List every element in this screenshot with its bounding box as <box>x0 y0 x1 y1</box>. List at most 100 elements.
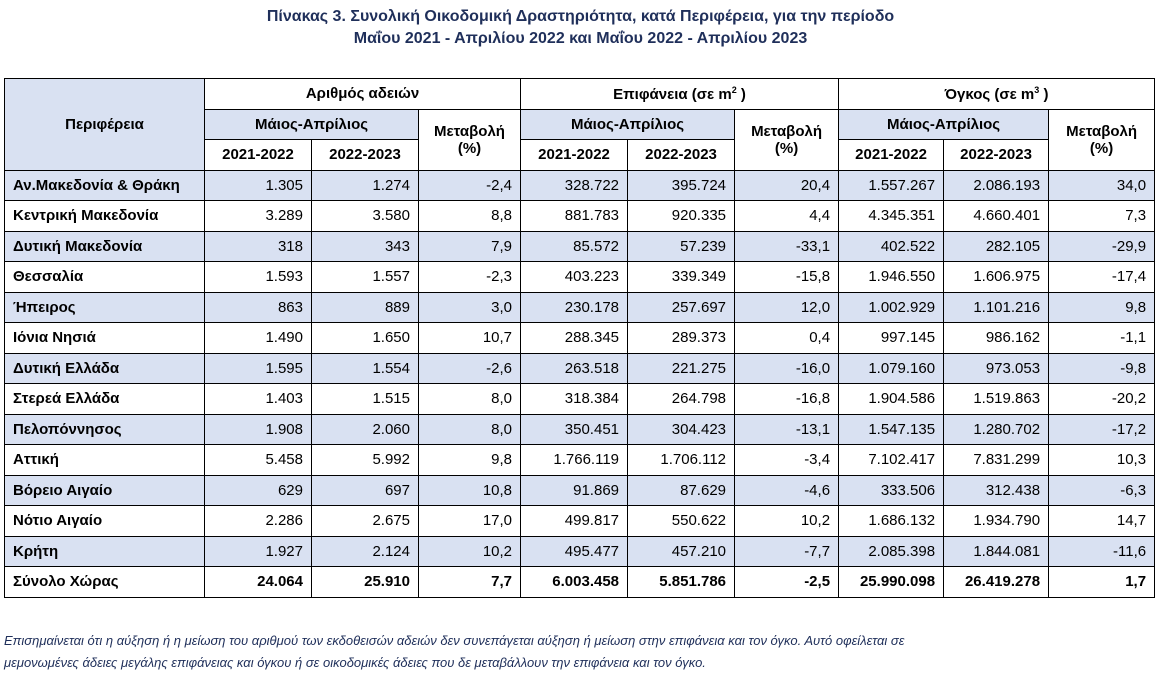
value-cell: -15,8 <box>734 261 840 293</box>
group-header-area: Επιφάνεια (σε m2 ) <box>520 78 840 110</box>
value-cell: -9,8 <box>1048 352 1156 384</box>
value-cell: 343 <box>311 230 419 262</box>
region-name: Αν.Μακεδονία & Θράκη <box>4 169 205 201</box>
value-cell: 1.557 <box>311 261 419 293</box>
change-header-volume: Μεταβολή (%) <box>1048 108 1156 171</box>
total-value-cell: 25.990.098 <box>838 566 945 598</box>
total-row: Σύνολο Χώρας 24.064 25.910 7,7 6.003.458 5.85… <box>4 566 1156 598</box>
value-cell: 4.660.401 <box>943 200 1050 232</box>
value-cell: 1.515 <box>311 383 419 415</box>
value-cell: 1.490 <box>204 322 312 354</box>
value-cell: 3,0 <box>417 291 522 323</box>
value-cell: 91.869 <box>520 474 629 506</box>
table-row: Στερεά Ελλάδα 1.403 1.515 8,0 318.384 264.798… <box>4 383 1156 415</box>
value-cell: 264.798 <box>627 383 736 415</box>
value-cell: 339.349 <box>627 261 736 293</box>
change-header-volume-line2: (%) <box>1089 139 1114 157</box>
value-cell: 230.178 <box>520 291 629 323</box>
value-cell: 5.992 <box>311 444 419 476</box>
table-row: Κρήτη 1.927 2.124 10,2 495.477 457.210 -7,7 2.0… <box>4 535 1156 567</box>
value-cell: 1.946.550 <box>838 261 945 293</box>
value-cell: 9,8 <box>1048 291 1156 323</box>
region-name: Πελοπόννησος <box>4 413 205 445</box>
value-cell: 863 <box>204 291 312 323</box>
value-cell: 457.210 <box>627 535 736 567</box>
value-cell: 1.274 <box>311 169 419 201</box>
period-header-area: Μάιος-Απρίλιος <box>520 108 736 140</box>
value-cell: 1.706.112 <box>627 444 736 476</box>
table-title: Πίνακας 3. Συνολική Οικοδομική Δραστηριό… <box>0 0 1161 50</box>
value-cell: 697 <box>311 474 419 506</box>
group-header-permits-label: Αριθμός αδειών <box>305 85 420 103</box>
statistics-table: Περιφέρεια Αριθμός αδειών Επιφάνεια (σε … <box>4 78 1156 598</box>
year-header-area-2022: 2022-2023 <box>627 139 736 171</box>
total-value-cell: 25.910 <box>311 566 419 598</box>
table-row: Ήπειρος 863 889 3,0 230.178 257.697 12,0 1.002.… <box>4 291 1156 323</box>
value-cell: 1.908 <box>204 413 312 445</box>
area-unit-sup: 2 <box>731 84 737 95</box>
region-name: Κεντρική Μακεδονία <box>4 200 205 232</box>
value-cell: 986.162 <box>943 322 1050 354</box>
value-cell: 304.423 <box>627 413 736 445</box>
value-cell: -20,2 <box>1048 383 1156 415</box>
total-value-cell: 6.003.458 <box>520 566 629 598</box>
value-cell: 10,3 <box>1048 444 1156 476</box>
value-cell: 920.335 <box>627 200 736 232</box>
period-header-permits: Μάιος-Απρίλιος <box>204 108 419 140</box>
value-cell: 889 <box>311 291 419 323</box>
value-cell: 2.675 <box>311 505 419 537</box>
value-cell: 3.289 <box>204 200 312 232</box>
value-cell: 312.438 <box>943 474 1050 506</box>
value-cell: 1.606.975 <box>943 261 1050 293</box>
group-header-volume-label: Όγκος (σε m <box>944 85 1035 103</box>
region-name: Δυτική Ελλάδα <box>4 352 205 384</box>
value-cell: 1.547.135 <box>838 413 945 445</box>
value-cell: 1.519.863 <box>943 383 1050 415</box>
table-row: Ιόνια Νησιά 1.490 1.650 10,7 288.345 289.373 0… <box>4 322 1156 354</box>
value-cell: 495.477 <box>520 535 629 567</box>
value-cell: 8,0 <box>417 413 522 445</box>
total-value-cell: 26.419.278 <box>943 566 1050 598</box>
value-cell: -17,4 <box>1048 261 1156 293</box>
change-header-permits-line1: Μεταβολή <box>434 122 505 140</box>
value-cell: -4,6 <box>734 474 840 506</box>
table-row: Δυτική Μακεδονία 318 343 7,9 85.572 57.239 -33… <box>4 230 1156 262</box>
value-cell: 403.223 <box>520 261 629 293</box>
value-cell: 1.650 <box>311 322 419 354</box>
value-cell: 12,0 <box>734 291 840 323</box>
value-cell: 1.844.081 <box>943 535 1050 567</box>
region-name: Ήπειρος <box>4 291 205 323</box>
value-cell: 2.124 <box>311 535 419 567</box>
value-cell: 8,8 <box>417 200 522 232</box>
value-cell: 1.927 <box>204 535 312 567</box>
value-cell: 1.079.160 <box>838 352 945 384</box>
value-cell: 87.629 <box>627 474 736 506</box>
value-cell: -17,2 <box>1048 413 1156 445</box>
value-cell: -7,7 <box>734 535 840 567</box>
table-row: Δυτική Ελλάδα 1.595 1.554 -2,6 263.518 221.27… <box>4 352 1156 384</box>
footnote-line2: μεμονωμένες άδειες μεγάλης επιφάνειας κα… <box>4 655 706 670</box>
change-header-area: Μεταβολή (%) <box>734 108 840 171</box>
value-cell: 1.904.586 <box>838 383 945 415</box>
value-cell: -2,4 <box>417 169 522 201</box>
value-cell: 1.557.267 <box>838 169 945 201</box>
table-row: Κεντρική Μακεδονία 3.289 3.580 8,8 881.783 92… <box>4 200 1156 232</box>
total-value-cell: 5.851.786 <box>627 566 736 598</box>
footnote: Επισημαίνεται ότι η αύξηση ή η μείωση το… <box>4 630 1154 674</box>
region-name: Δυτική Μακεδονία <box>4 230 205 262</box>
value-cell: 17,0 <box>417 505 522 537</box>
value-cell: -16,0 <box>734 352 840 384</box>
table-row: Νότιο Αιγαίο 2.286 2.675 17,0 499.817 550.622… <box>4 505 1156 537</box>
value-cell: 2.086.193 <box>943 169 1050 201</box>
value-cell: 7,9 <box>417 230 522 262</box>
value-cell: 263.518 <box>520 352 629 384</box>
value-cell: 257.697 <box>627 291 736 323</box>
value-cell: 1.593 <box>204 261 312 293</box>
value-cell: 1.934.790 <box>943 505 1050 537</box>
change-header-volume-line1: Μεταβολή <box>1066 122 1138 140</box>
table-title-line2: Μαΐου 2021 - Απριλίου 2022 και Μαΐου 202… <box>353 30 808 47</box>
footnote-line1: Επισημαίνεται ότι η αύξηση ή η μείωση το… <box>4 633 905 648</box>
value-cell: 10,2 <box>417 535 522 567</box>
value-cell: 1.280.702 <box>943 413 1050 445</box>
value-cell: -11,6 <box>1048 535 1156 567</box>
